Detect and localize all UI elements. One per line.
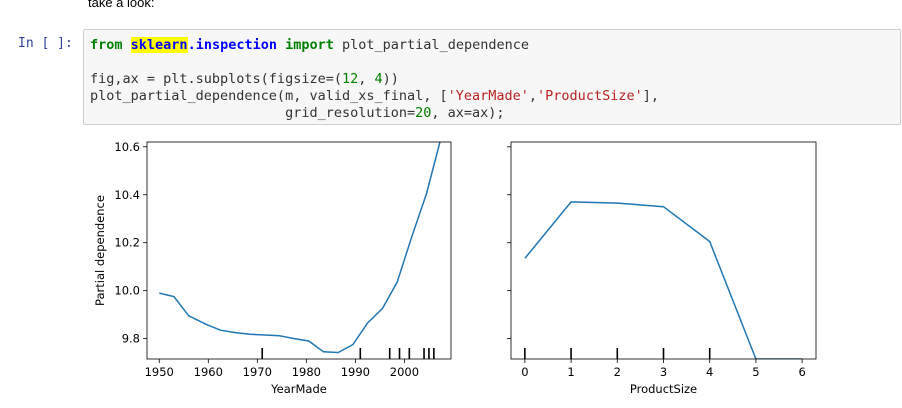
- axes-frame-1: [510, 141, 817, 360]
- series-line-1: [524, 201, 803, 359]
- module-name: sklearn.inspection: [130, 37, 277, 53]
- x-axis-label: YearMade: [270, 382, 327, 396]
- x-tick-label: 4: [706, 365, 713, 379]
- x-tick-label: 5: [752, 365, 759, 379]
- y-axis-label: Partial dependence: [93, 195, 107, 306]
- x-tick-label: 1950: [145, 365, 174, 379]
- x-tick-label: 1980: [292, 365, 321, 379]
- x-tick-label: 1: [567, 365, 574, 379]
- intro-text: take a look:: [88, 0, 155, 10]
- x-tick-label: 2: [614, 365, 621, 379]
- y-tick-label: 10.6: [114, 140, 140, 154]
- y-tick-label: 10.4: [114, 188, 140, 202]
- x-tick-label: 6: [798, 365, 805, 379]
- y-tick-label: 9.8: [122, 332, 140, 346]
- cell-prompt: In [ ]:: [18, 36, 73, 51]
- code-line-3: plot_partial_dependence(m, valid_xs_fina…: [90, 88, 659, 104]
- code-cell[interactable]: from sklearn.inspection import plot_part…: [83, 29, 901, 125]
- code-line-4: grid_resolution=20, ax=ax);: [90, 105, 505, 121]
- x-tick-label: 0: [521, 365, 528, 379]
- x-tick-label: 1990: [341, 365, 370, 379]
- import-name: plot_partial_dependence: [342, 37, 529, 53]
- code-editor[interactable]: from sklearn.inspection import plot_part…: [90, 37, 659, 122]
- x-tick-label: 3: [660, 365, 667, 379]
- x-tick-label: 1960: [194, 365, 223, 379]
- x-tick-label: 1970: [243, 365, 272, 379]
- code-line-2: fig,ax = plt.subplots(figsize=(12, 4)): [90, 71, 399, 87]
- x-axis-label: ProductSize: [630, 382, 697, 396]
- series-line-0: [159, 142, 441, 354]
- search-highlight: sklearn: [130, 37, 188, 53]
- keyword-from: from: [90, 37, 123, 53]
- y-tick-label: 10.0: [114, 284, 140, 298]
- y-tick-label: 10.2: [114, 236, 140, 250]
- keyword-import: import: [285, 37, 334, 53]
- x-tick-label: 2000: [390, 365, 419, 379]
- axes-frame-0: [146, 141, 452, 360]
